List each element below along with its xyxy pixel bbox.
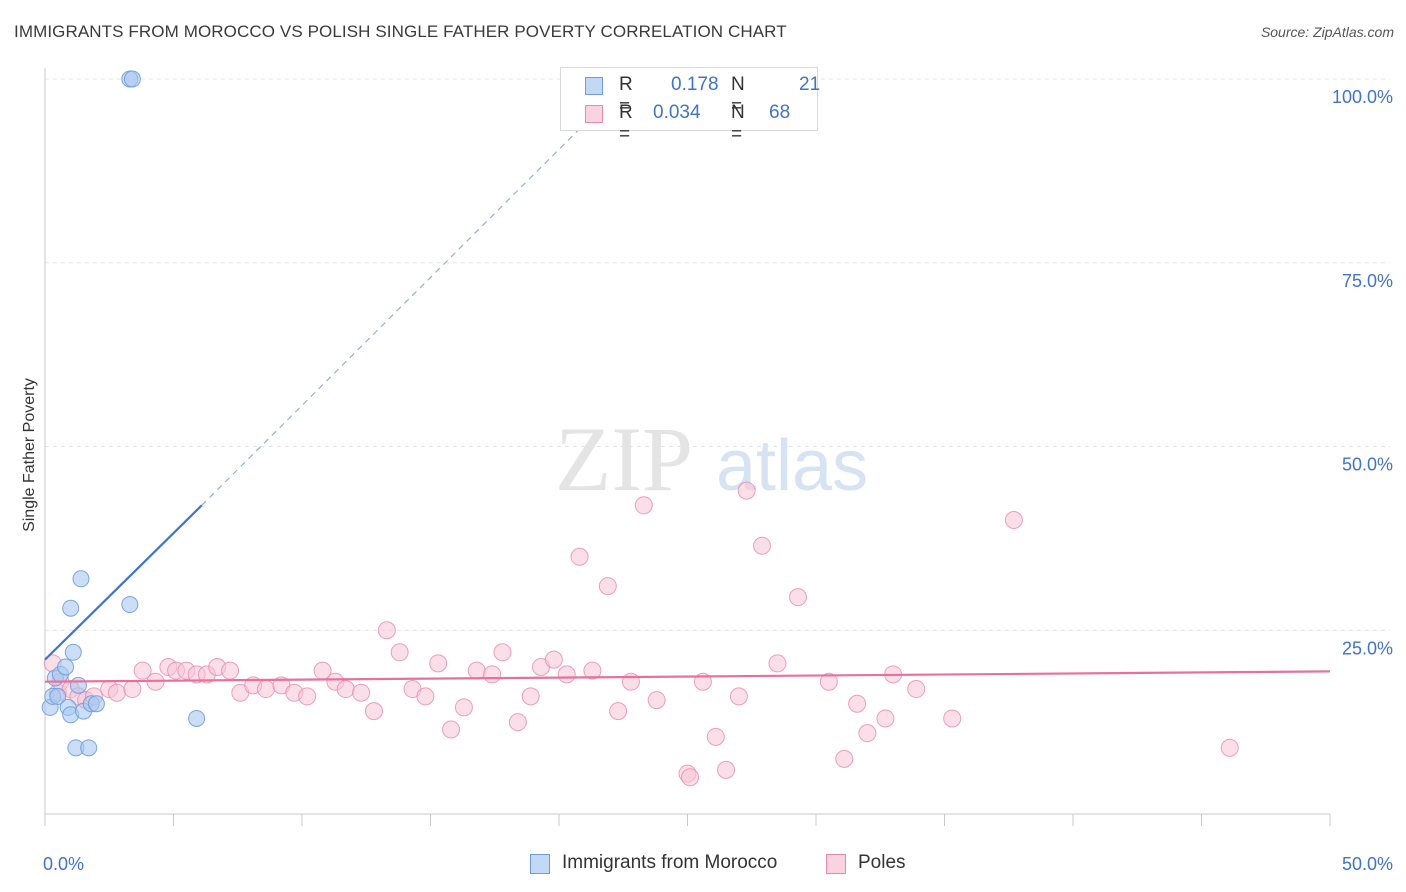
poles-point [1220, 738, 1239, 757]
legend-swatch-morocco [585, 77, 603, 95]
morocco-point [123, 70, 141, 88]
poles-point [544, 650, 563, 669]
poles-point [848, 694, 867, 713]
poles-point [583, 661, 602, 680]
n-label: N = [731, 102, 745, 145]
morocco-point [64, 643, 82, 661]
r-value: 0.178 [671, 74, 719, 95]
source-label: Source: ZipAtlas.com [1260, 24, 1394, 40]
poles-point [621, 672, 640, 691]
morocco-point [87, 695, 105, 713]
poles-point [737, 481, 756, 500]
chart-title: IMMIGRANTS FROM MOROCCO VS POLISH SINGLE… [14, 22, 787, 41]
morocco-points [41, 70, 206, 757]
poles-point [221, 661, 240, 680]
poles-point [835, 749, 854, 768]
poles-point [609, 702, 628, 721]
watermark-zip: ZIP [555, 408, 693, 510]
x-tick-label: 50.0% [1342, 854, 1393, 874]
morocco-trend-line [44, 504, 203, 661]
poles-point [570, 547, 589, 566]
poles-point [706, 727, 725, 746]
y-tick-label: 100.0% [1332, 87, 1393, 107]
poles-point [493, 643, 512, 662]
poles-point [107, 683, 126, 702]
y-axis-label: Single Father Poverty [21, 378, 38, 532]
y-tick-label: 75.0% [1342, 271, 1393, 291]
poles-point [819, 672, 838, 691]
poles-point [257, 680, 276, 699]
r-value: 0.034 [653, 102, 701, 123]
poles-point [483, 665, 502, 684]
legend-swatch-poles [585, 105, 603, 123]
morocco-point [188, 709, 206, 727]
morocco-point [121, 596, 139, 614]
poles-point [364, 702, 383, 721]
poles-point [768, 654, 787, 673]
poles-point [133, 661, 152, 680]
poles-point [753, 536, 772, 555]
poles-point [729, 687, 748, 706]
legend-swatch-poles [826, 854, 846, 874]
r-label: R = [619, 74, 633, 117]
poles-point [717, 760, 736, 779]
poles-point [789, 588, 808, 607]
r-label: R = [619, 102, 633, 145]
poles-point [521, 687, 540, 706]
poles-point [1004, 511, 1023, 529]
poles-point [598, 577, 617, 596]
poles-points [43, 481, 1239, 787]
y-tick-label: 25.0% [1342, 638, 1393, 658]
poles-point [634, 496, 653, 515]
poles-point [647, 691, 666, 710]
poles-trend-line [44, 670, 1331, 683]
legend-label-poles: Poles [858, 852, 906, 873]
grid-lines [45, 78, 1390, 631]
poles-point [298, 687, 317, 706]
morocco-point [57, 658, 75, 676]
n-value: 68 [769, 102, 791, 123]
correlation-legend: R = 0.178 N = 21 R = 0.034 N = 68 [560, 67, 821, 145]
poles-point [336, 680, 355, 699]
tick-labels: 25.0% 50.0% 75.0% 100.0% 0.0% 50.0% [43, 87, 1393, 874]
legend-label-morocco: Immigrants from Morocco [562, 852, 778, 873]
poles-point [377, 621, 396, 640]
morocco-point [72, 570, 90, 588]
poles-point [681, 768, 700, 787]
poles-point [390, 643, 409, 662]
poles-point [123, 680, 142, 699]
poles-point [429, 654, 448, 673]
n-label: N = [731, 74, 745, 117]
x-tick-label: 0.0% [43, 854, 84, 874]
poles-point [557, 665, 576, 684]
y-tick-label: 50.0% [1342, 455, 1393, 475]
axes [44, 68, 1331, 826]
poles-point [907, 680, 926, 699]
trend-lines [44, 107, 1331, 683]
poles-point [454, 698, 473, 717]
morocco-point [80, 739, 98, 757]
poles-point [876, 709, 895, 728]
morocco-point [62, 599, 80, 617]
n-value: 21 [799, 74, 821, 95]
watermark: ZIP atlas [555, 408, 868, 510]
poles-point [352, 683, 371, 702]
poles-point [508, 713, 527, 732]
poles-point [467, 661, 486, 680]
poles-point [442, 720, 461, 739]
poles-point [858, 724, 877, 743]
legend-swatch-morocco [530, 854, 550, 874]
poles-point [943, 709, 962, 728]
morocco-trend-extension [201, 107, 601, 506]
morocco-point [69, 676, 87, 694]
poles-point [416, 687, 435, 706]
morocco-point [49, 687, 67, 705]
